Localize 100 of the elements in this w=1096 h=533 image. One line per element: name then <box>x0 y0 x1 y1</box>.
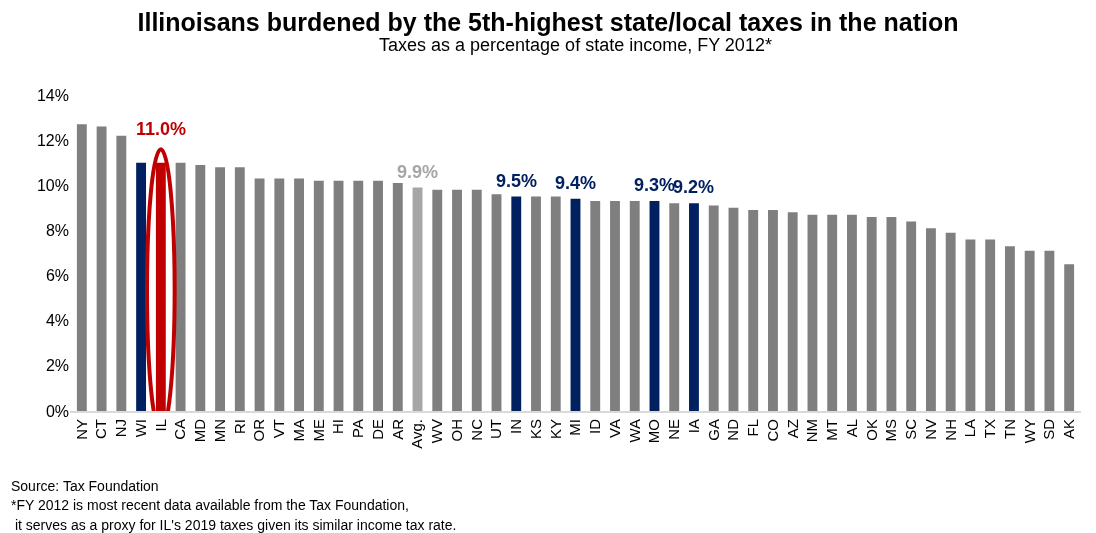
x-tick-label: MO <box>645 419 663 444</box>
x-tick-label: OK <box>862 419 880 441</box>
bar <box>511 196 522 411</box>
x-tick-label: WA <box>625 419 643 443</box>
bar <box>649 201 660 411</box>
x-tick-label: MD <box>191 418 209 443</box>
y-tick-label: 4% <box>45 312 69 330</box>
x-tick-label: PA <box>349 419 367 438</box>
bar <box>985 239 996 411</box>
x-tick-label: NV <box>921 419 939 440</box>
x-tick-label: GA <box>704 419 722 441</box>
bar <box>333 180 344 411</box>
x-tick-label: MT <box>823 419 841 441</box>
y-tick-label: 2% <box>45 357 69 375</box>
y-tick-label: 12% <box>36 131 69 149</box>
bar <box>254 178 265 411</box>
bar <box>570 198 581 411</box>
bar <box>76 124 87 411</box>
bar <box>1004 246 1015 411</box>
source-note: Source: Tax Foundation <box>11 478 159 494</box>
bar <box>728 207 739 411</box>
x-tick-label: AZ <box>783 419 801 439</box>
x-tick-label: NJ <box>112 419 130 438</box>
bar <box>392 183 403 411</box>
x-tick-label: RI <box>230 419 248 434</box>
x-tick-label: HI <box>329 419 347 434</box>
x-tick-label: MN <box>210 419 228 443</box>
bar <box>353 180 364 411</box>
x-tick-label: AK <box>1060 419 1078 440</box>
data-label: 9.5% <box>496 171 538 191</box>
x-tick-label: NM <box>803 419 821 443</box>
bar <box>452 189 462 411</box>
x-tick-label: WI <box>131 419 149 438</box>
chart-subtitle: Taxes as a percentage of state income, FY 2012* <box>379 35 772 55</box>
bar <box>945 232 956 411</box>
x-tick-label: ME <box>309 419 327 442</box>
x-tick-label: MS <box>882 419 900 442</box>
chart-title: Illinoisans burdened by the 5th-highest state/local taxes in the nation <box>137 7 959 36</box>
bar <box>787 212 798 411</box>
bar <box>629 201 640 411</box>
bar <box>215 167 226 411</box>
x-tick-label: SC <box>902 418 920 440</box>
bar <box>294 178 304 411</box>
text: *FY 2012 is most recent data available from the Tax Foundation, <box>11 497 409 513</box>
bar <box>471 189 482 411</box>
data-label: 9.4% <box>555 173 597 193</box>
y-tick-label: 6% <box>45 267 69 285</box>
bar <box>373 180 383 411</box>
x-tick-label: VA <box>605 419 623 438</box>
x-tick-label: KY <box>546 419 564 440</box>
x-tick-label: OR <box>250 418 268 442</box>
bar <box>669 203 680 411</box>
y-tick-label: 8% <box>45 222 69 240</box>
x-tick-label: IL <box>151 419 169 432</box>
x-tick-label: NE <box>665 419 683 440</box>
x-tick-label: LA <box>961 419 979 438</box>
bar <box>195 164 206 411</box>
x-tick-label: Avg. <box>408 419 426 449</box>
bar <box>432 189 443 411</box>
data-label: 11.0% <box>136 119 187 139</box>
x-tick-label: FL <box>744 419 762 437</box>
bar <box>886 216 897 411</box>
x-tick-label: NY <box>72 419 90 440</box>
bar <box>531 196 541 411</box>
bar <box>1044 250 1055 411</box>
x-tick-label: MI <box>566 419 584 436</box>
data-label: 9.9% <box>397 162 439 182</box>
bar <box>866 216 877 411</box>
data-label: 9.2% <box>673 177 715 197</box>
bar <box>610 201 620 411</box>
x-tick-label: TN <box>1000 419 1018 439</box>
x-tick-label: IN <box>507 419 525 434</box>
y-tick-label: 10% <box>36 176 69 194</box>
x-tick-label: TX <box>981 419 999 439</box>
bar <box>708 205 719 411</box>
x-tick-label: NH <box>941 419 959 441</box>
bar <box>827 214 838 411</box>
x-tick-label: ND <box>724 418 742 441</box>
x-tick-label: CT <box>92 419 110 439</box>
bar <box>1064 264 1075 411</box>
bar <box>274 178 285 411</box>
bar <box>313 180 324 411</box>
x-tick-label: AL <box>842 419 860 438</box>
bar <box>965 239 976 411</box>
bar <box>412 187 423 411</box>
bar <box>96 126 107 411</box>
x-tick-label: IA <box>684 419 702 434</box>
bar <box>550 196 561 411</box>
x-tick-label: NC <box>467 418 485 441</box>
bar <box>590 201 601 411</box>
x-tick-label: WV <box>428 419 446 444</box>
text: it serves as a proxy for IL's 2019 taxes given its similar income tax rate. <box>11 517 457 533</box>
bar <box>116 135 127 411</box>
bar <box>906 221 917 411</box>
x-tick-label: CA <box>171 419 189 440</box>
y-tick-label: 14% <box>36 86 69 104</box>
bar <box>491 194 502 411</box>
x-tick-label: DE <box>368 419 386 440</box>
x-tick-label: AR <box>388 418 406 440</box>
x-tick-label: OH <box>447 419 465 442</box>
